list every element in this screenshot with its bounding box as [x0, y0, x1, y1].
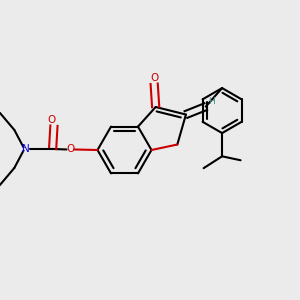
Text: O: O: [150, 74, 159, 83]
Text: O: O: [67, 145, 75, 154]
Text: H: H: [208, 97, 214, 106]
Text: O: O: [47, 115, 56, 125]
Text: N: N: [22, 144, 29, 154]
